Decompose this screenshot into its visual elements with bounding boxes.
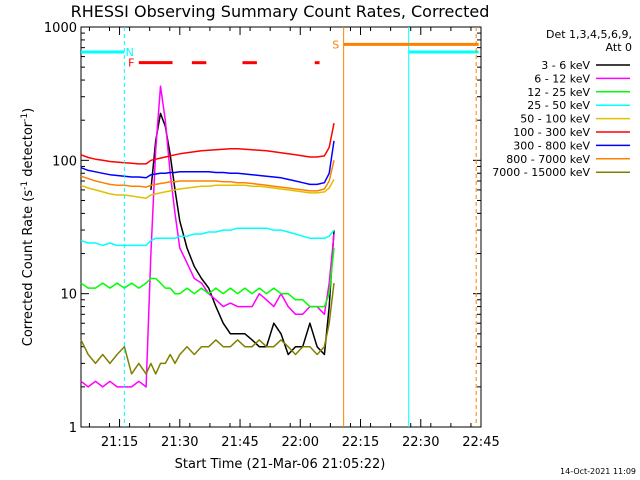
- legend-header-line-2: Att 0: [606, 41, 632, 54]
- saa-marker-label: S: [332, 38, 339, 51]
- legend-label-7: 800 - 7000 keV: [506, 153, 590, 166]
- x-tick-label: 22:30: [402, 435, 439, 450]
- series-line-7: [80, 160, 335, 192]
- plot-area: [80, 26, 482, 428]
- y-tick-label: 100: [52, 154, 77, 169]
- y-tick-label: 1: [69, 421, 77, 436]
- series-line-0: [150, 112, 335, 356]
- series-line-5: [80, 123, 335, 165]
- y-axis-label-main: Corrected Count Rate (s: [21, 190, 36, 347]
- legend-header-line-1: Det 1,3,4,5,6,9,: [546, 28, 632, 41]
- x-axis-ticks: 21:15 21:30 21:45 22:00 22:15 22:30 22:45: [88, 27, 500, 450]
- x-tick-label: 22:15: [342, 435, 379, 450]
- series-line-6: [80, 140, 335, 186]
- chart-title: RHESSI Observing Summary Count Rates, Co…: [71, 2, 490, 21]
- x-tick-label: 22:45: [462, 435, 499, 450]
- y-axis-label-end: ): [21, 108, 36, 113]
- series-line-4: [80, 179, 335, 199]
- plot-frame: [80, 26, 482, 428]
- y-tick-label: 1000: [44, 21, 77, 36]
- series-line-2: [80, 247, 335, 308]
- y-axis-label-mid: detector: [21, 121, 36, 181]
- legend-label-6: 300 - 800 keV: [513, 139, 590, 152]
- y-tick-label: 10: [60, 288, 77, 303]
- attenuator-marker-layer: NF S: [81, 27, 479, 427]
- night-marker-label: N: [126, 46, 134, 59]
- legend-label-5: 100 - 300 keV: [513, 126, 590, 139]
- series-layer: [80, 85, 335, 388]
- series-line-3: [80, 227, 335, 247]
- series-line-8: [80, 283, 335, 375]
- legend-label-3: 25 - 50 keV: [527, 99, 590, 112]
- y-axis-label-sup-2: -1: [20, 113, 30, 122]
- y-axis-label-sup-1: -1: [20, 181, 30, 190]
- legend-label-1: 6 - 12 keV: [534, 72, 590, 85]
- x-tick-label: 21:30: [161, 435, 198, 450]
- flare-marker-label: F: [128, 57, 134, 70]
- legend-label-0: 3 - 6 keV: [541, 59, 590, 72]
- x-axis-label: Start Time (21-Mar-06 21:05:22): [175, 457, 386, 472]
- x-tick-label: 22:00: [282, 435, 319, 450]
- legend-label-2: 12 - 25 keV: [527, 86, 590, 99]
- x-tick-label: 21:15: [101, 435, 138, 450]
- y-axis-label: Corrected Count Rate (s-1 detector-1): [20, 108, 36, 346]
- y-axis-ticks: 1 10 100 1000: [44, 21, 481, 436]
- x-tick-label: 21:45: [221, 435, 258, 450]
- footer-date: 14-Oct-2021 11:09: [560, 467, 636, 476]
- legend-label-4: 50 - 100 keV: [520, 113, 590, 126]
- series-line-1: [80, 85, 335, 388]
- legend-label-8: 7000 - 15000 keV: [492, 166, 590, 179]
